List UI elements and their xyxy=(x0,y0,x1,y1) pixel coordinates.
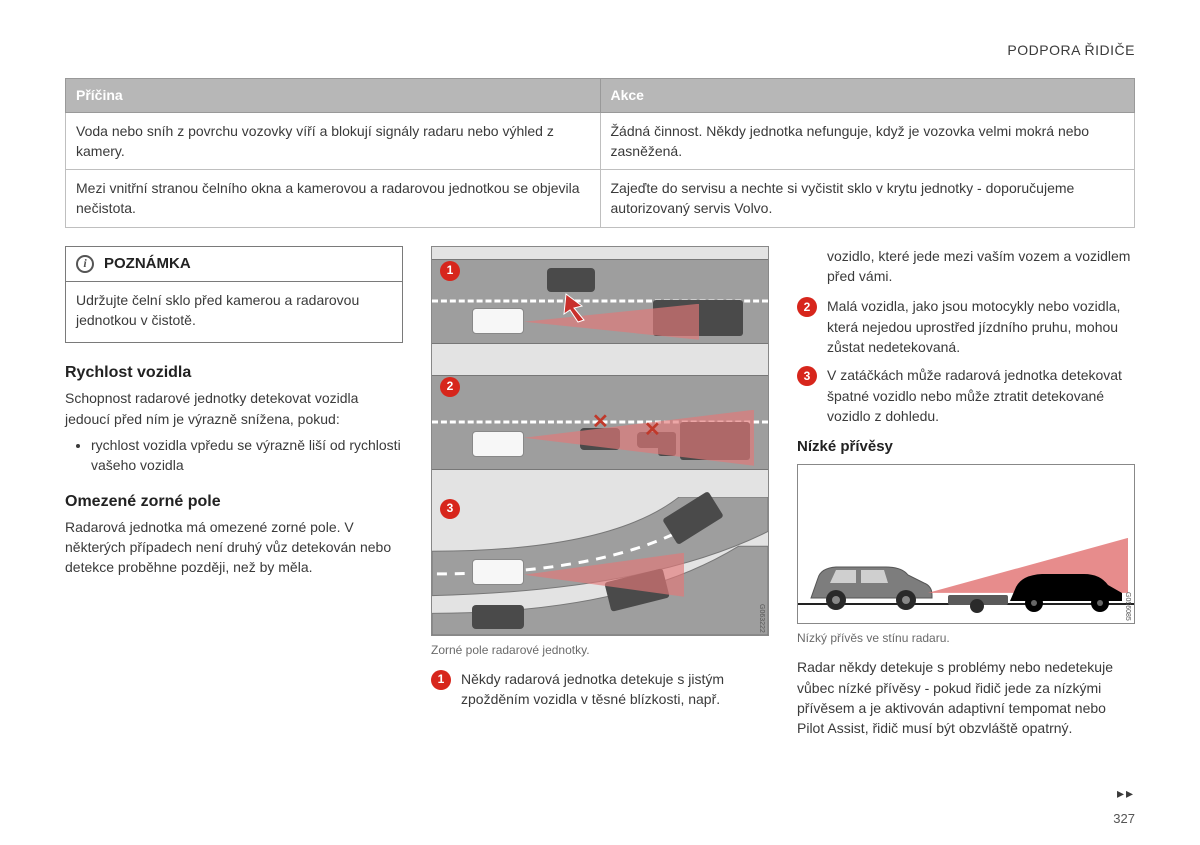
arrow-icon xyxy=(560,290,594,324)
table-row: Voda nebo sníh z povrchu vozovky víří a … xyxy=(66,112,1135,170)
item-number-badge: 1 xyxy=(431,670,451,690)
column-middle: 1 ✕ ✕ 2 xyxy=(431,246,769,745)
item-number-badge: 3 xyxy=(797,366,817,386)
table-header-action: Akce xyxy=(600,79,1135,112)
info-icon: i xyxy=(76,255,94,273)
heading-limited-field: Omezené zorné pole xyxy=(65,490,403,513)
trailer-paragraph: Radar někdy detekuje s problémy nebo ned… xyxy=(797,657,1135,738)
image-code: G063222 xyxy=(756,604,766,633)
diagram-caption: Zorné pole radarové jednotky. xyxy=(431,642,769,659)
para-field: Radarová jednotka má omezené zorné pole.… xyxy=(65,517,403,578)
cell-action: Zajeďte do servisu a nechte si vyčistit … xyxy=(600,170,1135,228)
cell-cause: Voda nebo sníh z povrchu vozovky víří a … xyxy=(66,112,601,170)
page-number: 327 xyxy=(1113,810,1135,829)
para-speed: Schopnost radarové jednotky detekovat vo… xyxy=(65,388,403,429)
section-header: PODPORA ŘIDIČE xyxy=(65,40,1135,60)
note-box: i POZNÁMKA Udržujte čelní sklo před kame… xyxy=(65,246,403,343)
item1-continuation: vozidlo, které jede mezi vaším vozem a v… xyxy=(827,246,1135,287)
column-right: vozidlo, které jede mezi vaším vozem a v… xyxy=(797,246,1135,745)
item-text: Malá vozidla, jako jsou motocykly nebo v… xyxy=(827,296,1135,357)
note-title: POZNÁMKA xyxy=(104,253,191,275)
car-icon xyxy=(1006,563,1126,613)
cause-action-table: Příčina Akce Voda nebo sníh z povrchu vo… xyxy=(65,78,1135,227)
radar-field-diagram: 1 ✕ ✕ 2 xyxy=(431,246,769,636)
trailer-caption: Nízký přívěs ve stínu radaru. xyxy=(797,630,1135,647)
diagram-badge-2: 2 xyxy=(440,377,460,397)
bullet-list: rychlost vozidla vpředu se výrazně liší … xyxy=(65,435,403,476)
column-left: i POZNÁMKA Udržujte čelní sklo před kame… xyxy=(65,246,403,745)
item-text: V zatáčkách může radarová jednotka detek… xyxy=(827,365,1135,426)
diagram-badge-3: 3 xyxy=(440,499,460,519)
image-code: G056085 xyxy=(1122,592,1132,621)
cell-action: Žádná činnost. Někdy jednotka nefunguje,… xyxy=(600,112,1135,170)
numbered-item-2: 2 Malá vozidla, jako jsou motocykly nebo… xyxy=(797,296,1135,357)
bullet-item: rychlost vozidla vpředu se výrazně liší … xyxy=(91,435,403,476)
item-text: Někdy radarová jednotka detekuje s jistý… xyxy=(461,669,769,710)
heading-vehicle-speed: Rychlost vozidla xyxy=(65,361,403,384)
note-body: Udržujte čelní sklo před kamerou a radar… xyxy=(66,282,402,343)
table-row: Mezi vnitřní stranou čelního okna a kame… xyxy=(66,170,1135,228)
table-header-cause: Příčina xyxy=(66,79,601,112)
diagram-badge-1: 1 xyxy=(440,261,460,281)
item-number-badge: 2 xyxy=(797,297,817,317)
numbered-item-3: 3 V zatáčkách může radarová jednotka det… xyxy=(797,365,1135,426)
cell-cause: Mezi vnitřní stranou čelního okna a kame… xyxy=(66,170,601,228)
suv-icon xyxy=(806,553,936,613)
numbered-item-1: 1 Někdy radarová jednotka detekuje s jis… xyxy=(431,669,769,710)
x-mark-icon: ✕ xyxy=(644,416,661,445)
heading-low-trailers: Nízké přívěsy xyxy=(797,436,1135,458)
low-trailer-diagram: G056085 xyxy=(797,464,1135,624)
continue-marker: ▸▸ xyxy=(1117,783,1135,803)
x-mark-icon: ✕ xyxy=(592,408,609,437)
